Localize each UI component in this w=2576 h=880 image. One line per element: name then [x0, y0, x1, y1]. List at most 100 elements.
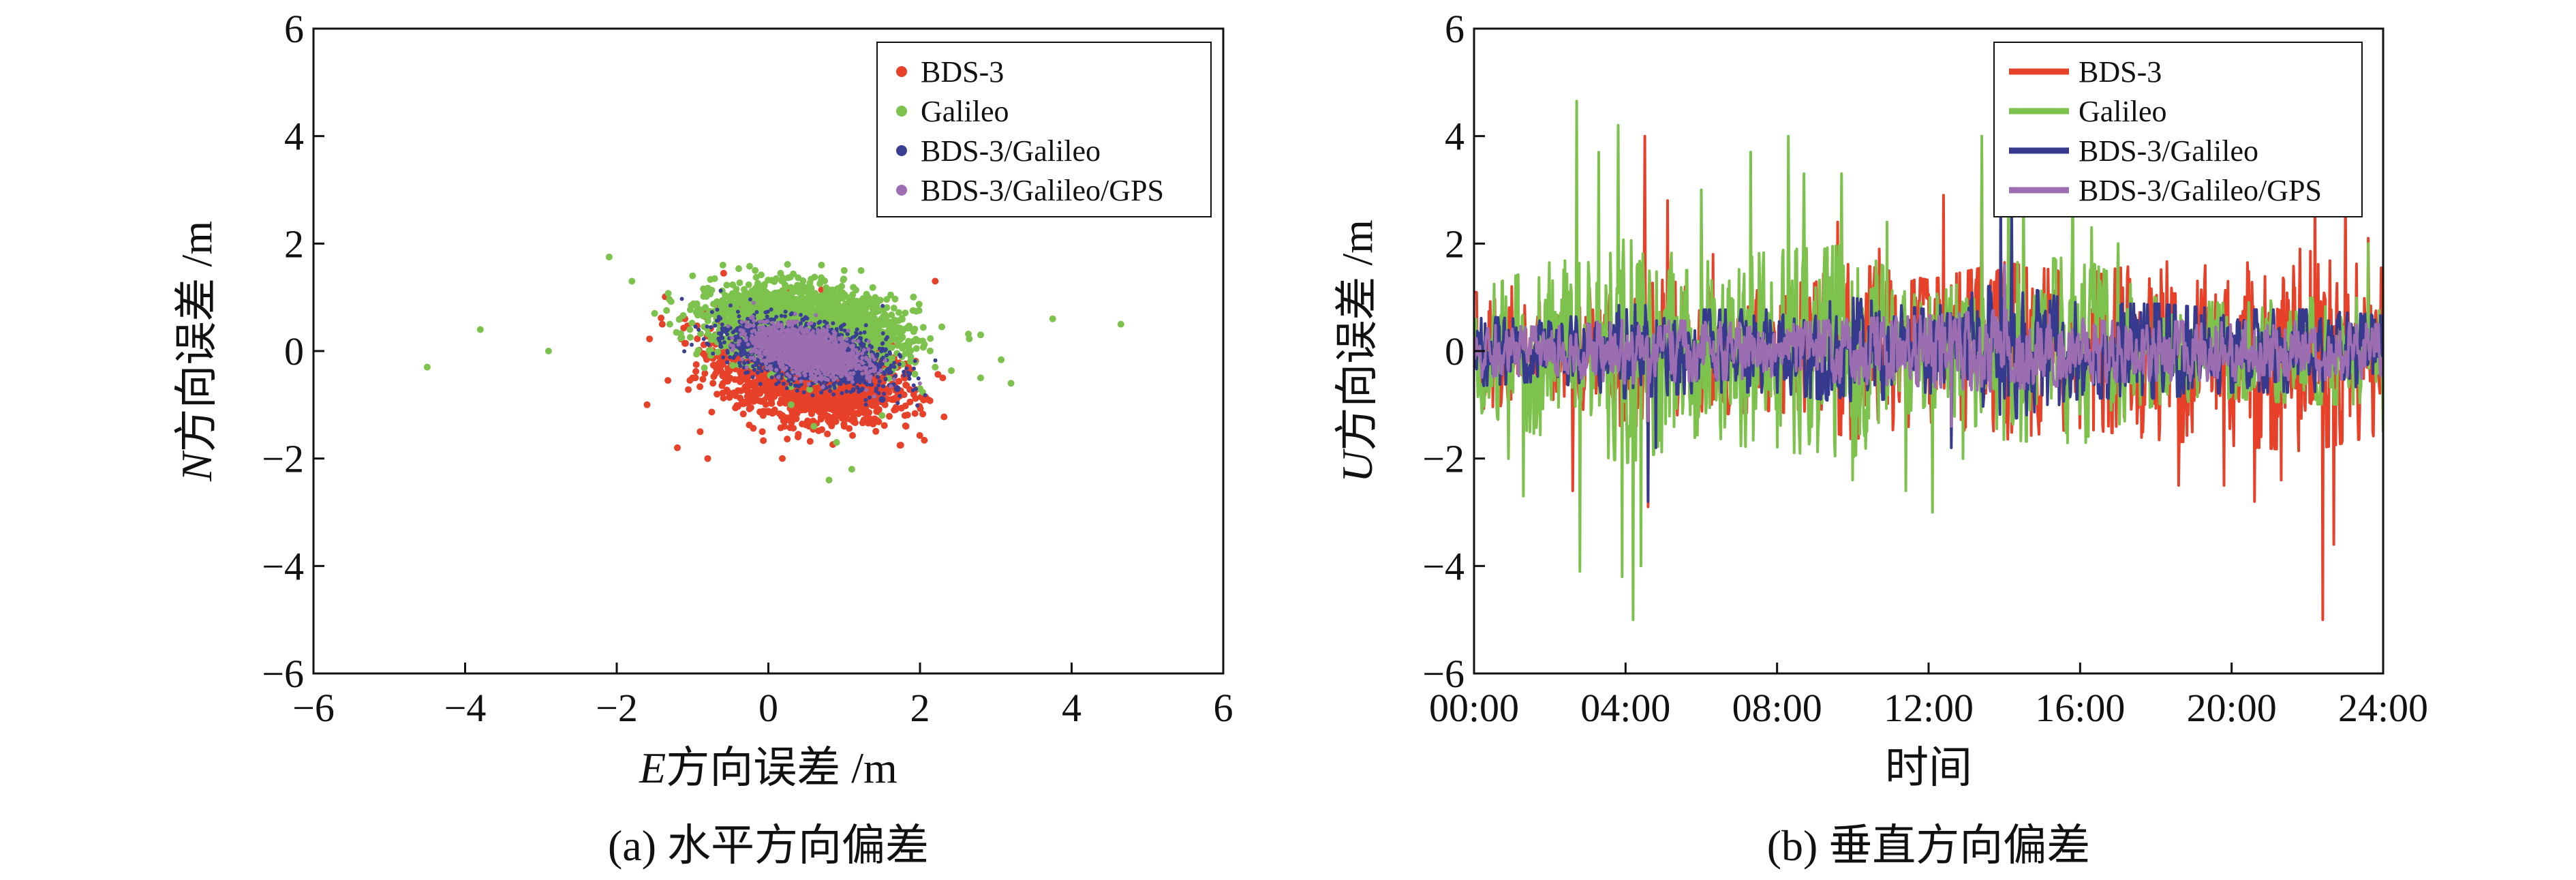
- point: [940, 413, 948, 421]
- point: [816, 395, 824, 403]
- point: [889, 396, 896, 404]
- point: [730, 389, 737, 397]
- point: [734, 403, 741, 410]
- point: [720, 269, 727, 277]
- point: [902, 309, 909, 317]
- point: [787, 284, 795, 291]
- point: [658, 314, 665, 322]
- point: [701, 369, 709, 377]
- point: [860, 416, 868, 423]
- point: [790, 270, 797, 277]
- point: [711, 361, 718, 369]
- point: [719, 389, 726, 397]
- point: [667, 298, 675, 305]
- point: [686, 326, 694, 333]
- point: [750, 382, 757, 390]
- point: [686, 333, 694, 341]
- point: [704, 455, 711, 462]
- point: [705, 331, 712, 338]
- point: [737, 378, 743, 385]
- point: [890, 305, 898, 312]
- point: [719, 349, 726, 356]
- point: [835, 286, 843, 294]
- point: [810, 417, 817, 425]
- point: [902, 423, 910, 430]
- point: [845, 409, 853, 416]
- point: [910, 293, 917, 301]
- point: [726, 394, 733, 401]
- point: [913, 345, 920, 352]
- point: [689, 374, 696, 382]
- point: [891, 295, 899, 303]
- point: [733, 286, 740, 293]
- point: [729, 362, 737, 369]
- point: [916, 431, 923, 439]
- point: [821, 408, 828, 416]
- point: [692, 361, 700, 368]
- point: [780, 417, 787, 425]
- point: [746, 405, 753, 412]
- point: [966, 335, 973, 343]
- point: [808, 307, 816, 314]
- point: [913, 307, 920, 315]
- plot-area: [423, 254, 1124, 484]
- point: [737, 394, 744, 401]
- point: [872, 427, 880, 435]
- point: [857, 267, 865, 274]
- point: [849, 431, 856, 439]
- point: [883, 296, 891, 303]
- point: [777, 269, 784, 277]
- point: [793, 410, 801, 417]
- point: [704, 317, 711, 324]
- point: [891, 335, 899, 343]
- point: [886, 412, 893, 420]
- point: [811, 273, 818, 281]
- point: [919, 324, 927, 331]
- point: [688, 320, 696, 327]
- point: [798, 399, 806, 407]
- point: [915, 301, 923, 308]
- point: [714, 391, 721, 398]
- point: [814, 299, 821, 306]
- point: [821, 400, 829, 408]
- point: [771, 406, 778, 414]
- point: [924, 396, 932, 403]
- point: [739, 410, 747, 418]
- point: [907, 347, 915, 354]
- point: [708, 408, 716, 416]
- point: [906, 358, 914, 365]
- point: [696, 428, 704, 436]
- point: [697, 309, 705, 316]
- point: [939, 374, 947, 382]
- point: [709, 380, 717, 387]
- point: [761, 397, 768, 404]
- point: [758, 271, 765, 279]
- point: [871, 314, 878, 322]
- point: [998, 356, 1005, 363]
- point: [795, 284, 803, 291]
- point: [736, 279, 743, 286]
- point: [735, 265, 742, 273]
- point: [880, 422, 888, 429]
- point: [726, 307, 733, 314]
- point: [873, 308, 880, 316]
- point: [784, 260, 791, 268]
- point: [701, 323, 708, 331]
- point: [745, 281, 752, 288]
- point: [766, 294, 773, 301]
- point: [794, 434, 801, 440]
- point: [702, 352, 709, 360]
- point: [768, 400, 776, 407]
- point: [799, 277, 807, 284]
- point: [897, 442, 904, 449]
- point: [857, 406, 864, 413]
- point: [687, 306, 694, 314]
- point: [801, 406, 808, 414]
- point: [934, 371, 942, 378]
- point: [901, 412, 908, 419]
- point: [707, 276, 714, 283]
- point: [919, 410, 927, 418]
- point: [850, 418, 857, 425]
- point: [664, 377, 672, 384]
